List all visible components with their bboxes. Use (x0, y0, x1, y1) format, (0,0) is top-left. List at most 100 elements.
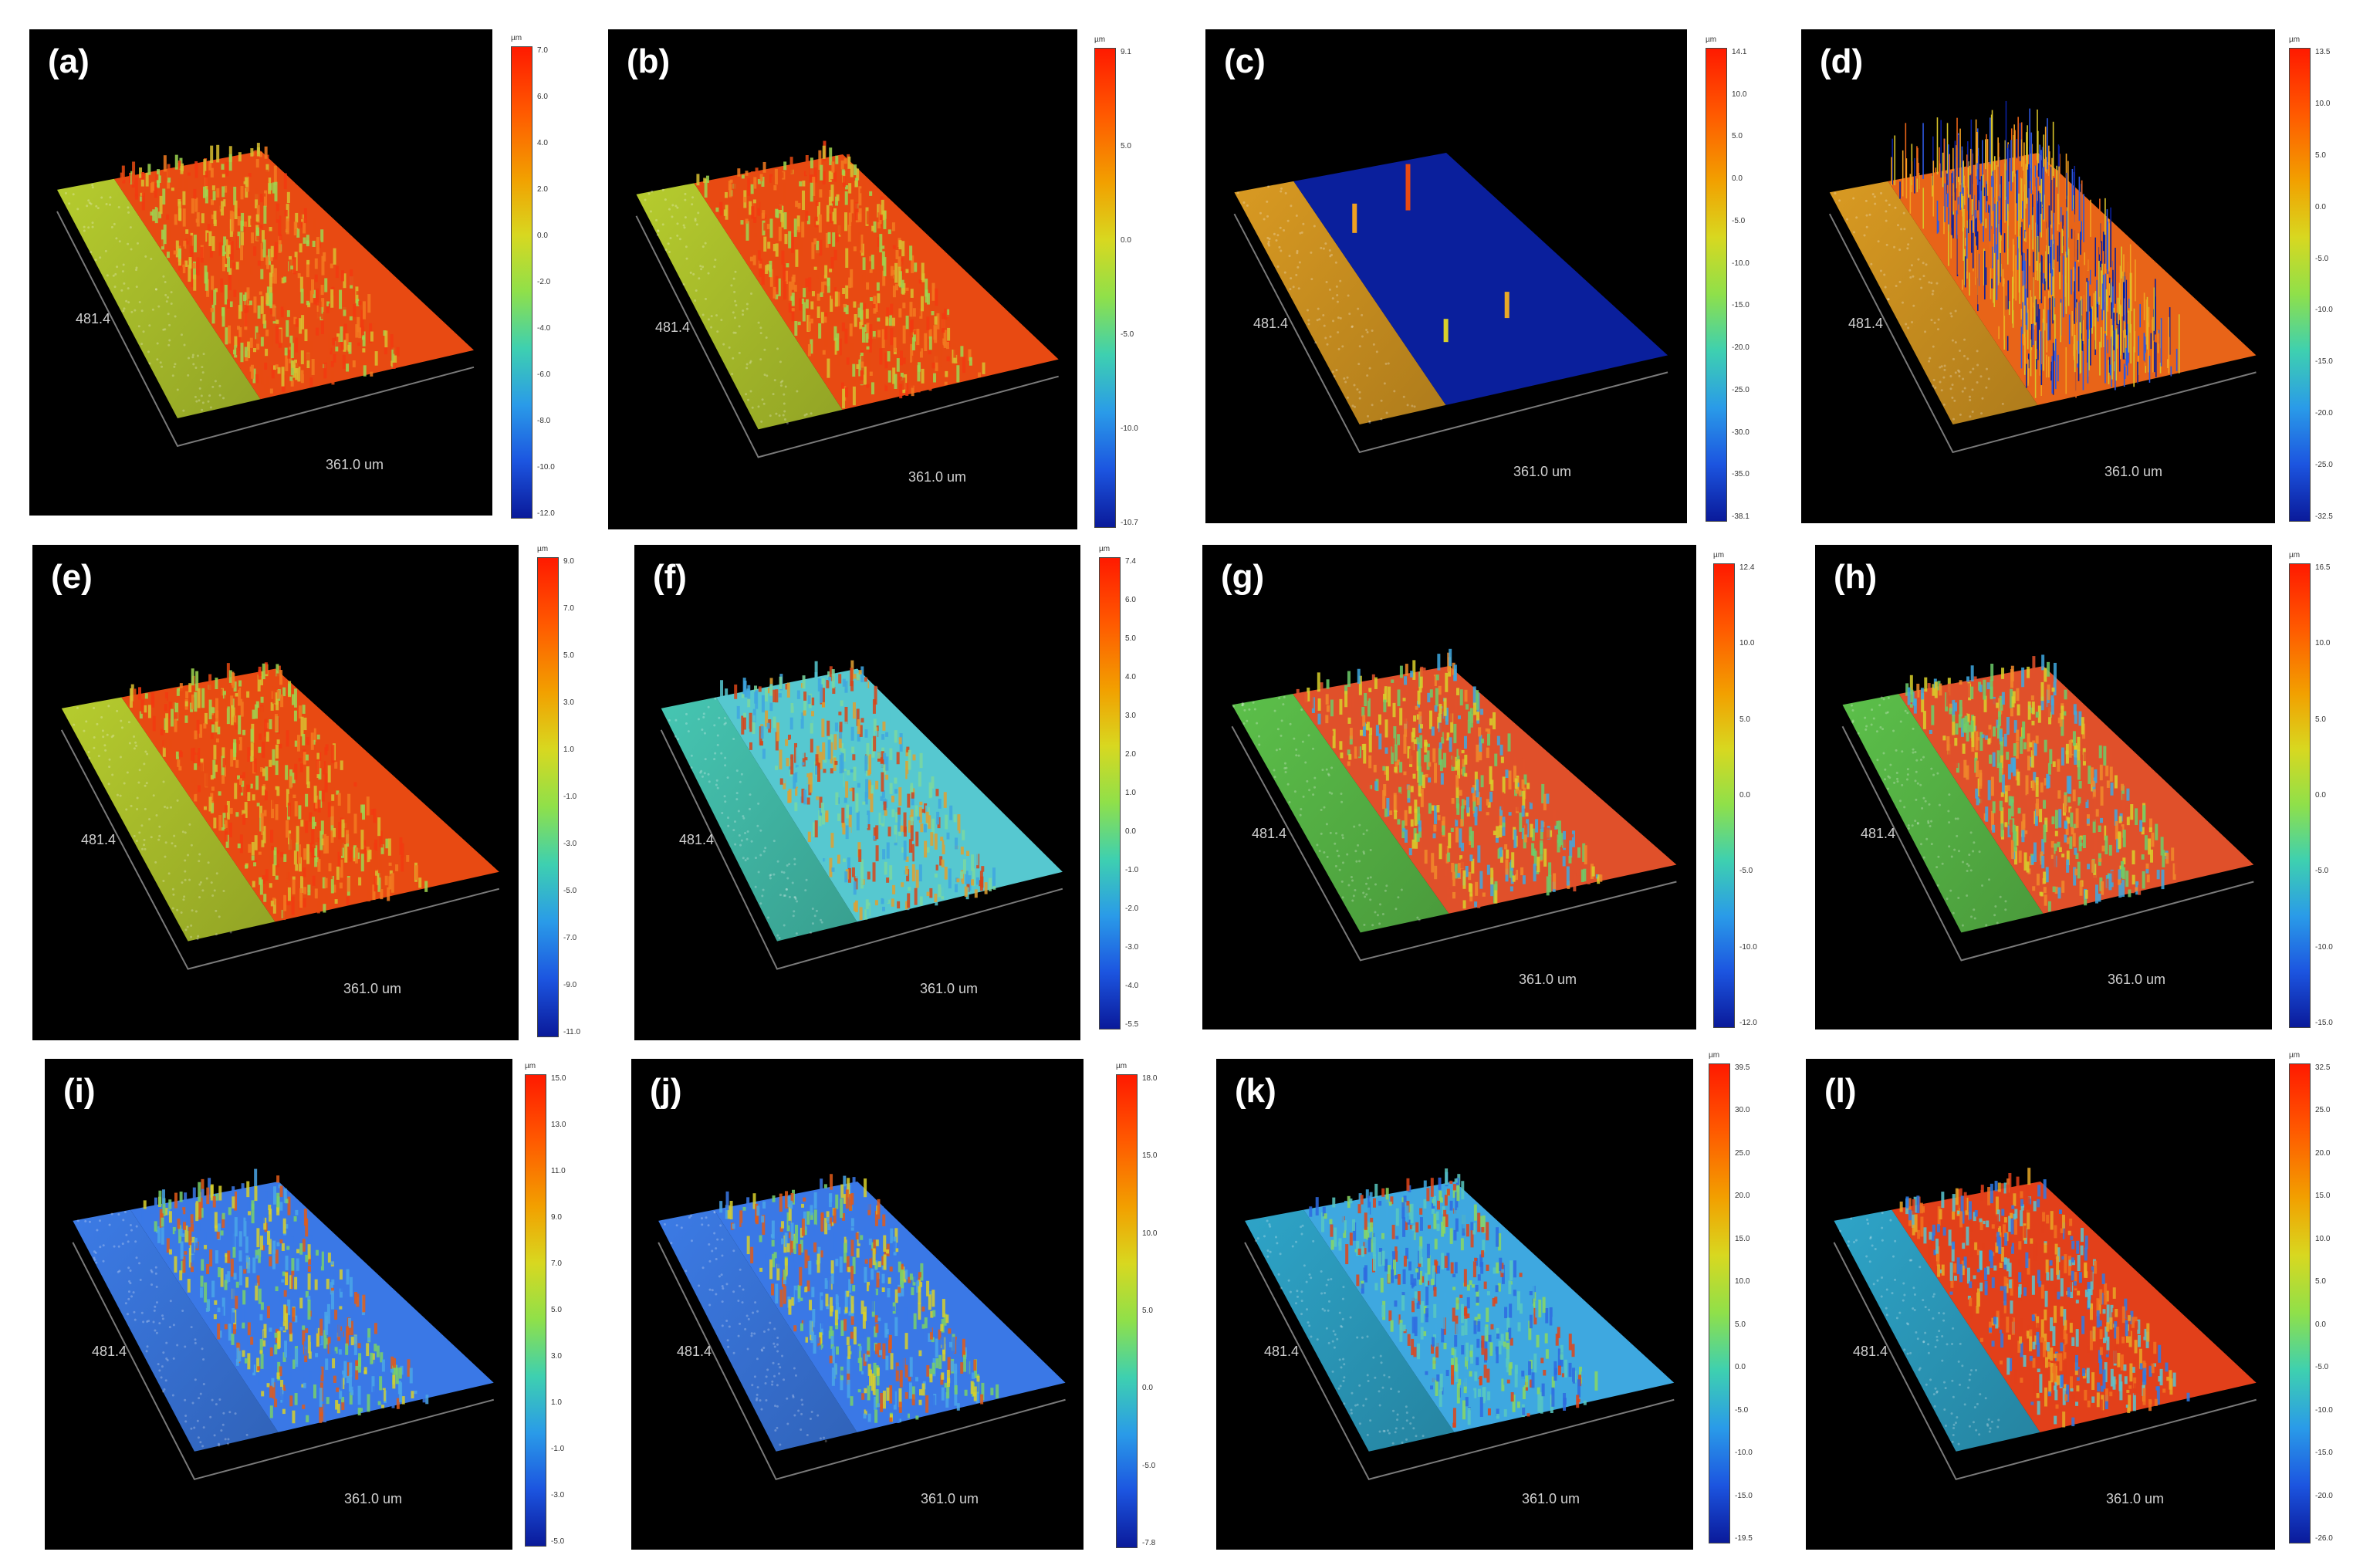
smooth-region (1234, 181, 1446, 424)
axis-frame (1231, 725, 1677, 962)
colorbar-tick-label: -25.0 (2315, 461, 2333, 470)
colorbar-tick-label: 5.0 (2315, 150, 2326, 160)
colorbar-tick-label: -10.0 (2315, 942, 2333, 952)
panel-label: (c) (1224, 42, 1266, 80)
surface-panel: (d) 481.4 361.0 um (1801, 29, 2275, 523)
colorbar-tick-label: 0.0 (1739, 791, 1750, 800)
colorbar-gradient (1706, 48, 1727, 522)
colorbar-gradient (525, 1074, 546, 1547)
colorbar-tick-label: -1.0 (1125, 866, 1139, 874)
x-axis-length-label: 361.0 um (2108, 972, 2166, 987)
colorbar-tick-label: 1.0 (563, 746, 574, 754)
colorbar-tick-label: 9.0 (551, 1213, 562, 1222)
colorbar-tick-label: -5.0 (551, 1537, 565, 1546)
smooth-region (61, 697, 276, 942)
x-axis-length-label: 361.0 um (920, 981, 979, 996)
colorbar-tick-label: 16.5 (2315, 563, 2331, 572)
x-axis-length-label: 361.0 um (2104, 464, 2163, 479)
colorbar-gradient (1709, 1063, 1730, 1543)
colorbar-tick-label: -19.5 (1735, 1534, 1753, 1543)
panel-label: (d) (1820, 42, 1864, 80)
colorbar-tick-label: 7.0 (563, 604, 574, 613)
colorbar-tick-label: -1.0 (551, 1445, 565, 1453)
colorbar-tick-label: 0.0 (1142, 1384, 1153, 1393)
colorbar-tick-label: -12.0 (1739, 1019, 1757, 1027)
colorbar-tick-label: 0.0 (537, 232, 548, 240)
colorbar-tick-label: 12.4 (1739, 563, 1755, 572)
height-colorbar: µm 13.5 10.0 5.0 0.0 -5.0 -10.0 -15.0 -20.0 -25.0… (2289, 36, 2351, 523)
colorbar-tick-label: -10.0 (2315, 306, 2333, 315)
colorbar-tick-label: 0.0 (2315, 202, 2326, 211)
x-axis-length-label: 361.0 um (1522, 1491, 1580, 1506)
colorbar-tick-label: 5.0 (1732, 132, 1743, 141)
y-axis-length-label: 481.4 (1253, 316, 1289, 331)
colorbar-tick-label: 5.0 (563, 651, 574, 660)
colorbar-unit: µm (1713, 551, 1725, 560)
colorbar-tick-label: 10.0 (1735, 1277, 1750, 1286)
colorbar-unit: µm (1706, 36, 1717, 44)
panel-label: (j) (650, 1072, 682, 1110)
surface-panel: (b) 481.4 361.0 um (608, 29, 1077, 529)
textured-region (1293, 153, 1668, 405)
colorbar-tick-label: -10.0 (1739, 942, 1757, 952)
colorbar-tick-label: -6.0 (537, 370, 551, 379)
colorbar-tick-label: -15.0 (2315, 1019, 2333, 1027)
panel-label: (f) (653, 558, 687, 596)
colorbar-tick-label: 6.0 (537, 93, 548, 101)
panel-label: (b) (627, 42, 671, 80)
colorbar-unit: µm (537, 545, 549, 553)
smooth-region (1834, 1209, 2040, 1452)
colorbar-gradient (2289, 1063, 2311, 1543)
colorbar-tick-label: 10.0 (2315, 639, 2331, 648)
colorbar-tick-label: -30.0 (1732, 428, 1750, 437)
colorbar-gradient (537, 557, 559, 1037)
x-axis-length-label: 361.0 um (326, 457, 384, 472)
y-axis-length-label: 481.4 (1252, 826, 1287, 841)
x-axis-length-label: 361.0 um (908, 469, 967, 485)
colorbar-tick-label: -8.0 (537, 417, 551, 425)
axis-frame (660, 729, 1063, 970)
colorbar-unit: µm (511, 34, 522, 42)
colorbar-tick-label: 30.0 (1735, 1106, 1750, 1115)
y-axis-length-label: 481.4 (1853, 1344, 1888, 1359)
colorbar-tick-label: 15.0 (1735, 1234, 1750, 1243)
colorbar-tick-label: 5.0 (1739, 715, 1750, 724)
colorbar-tick-label: -5.0 (2315, 867, 2329, 876)
colorbar-tick-label: 4.0 (1125, 673, 1136, 681)
colorbar-tick-label: -5.0 (1121, 330, 1134, 339)
surface-panel: (k) 481.4 361.0 um (1216, 1059, 1693, 1550)
colorbar-tick-label: 0.0 (1125, 827, 1136, 836)
height-colorbar: µm 9.1 5.0 0.0 -5.0 -10.0 -10.7 (1094, 36, 1156, 529)
colorbar-unit: µm (2289, 1051, 2301, 1060)
colorbar-tick-label: -26.0 (2315, 1534, 2333, 1543)
surface-render (1231, 648, 1677, 962)
x-axis-length-label: 361.0 um (1513, 464, 1572, 479)
height-colorbar: µm 15.0 13.0 11.0 9.0 7.0 5.0 3.0 1.0 -1.0 -3.0 -5.… (525, 1062, 587, 1548)
colorbar-tick-label: -5.0 (1739, 867, 1753, 876)
colorbar-tick-label: -20.0 (2315, 1491, 2333, 1500)
colorbar-tick-label: 5.0 (1142, 1307, 1153, 1315)
surface-render (658, 1174, 1066, 1480)
colorbar-tick-label: 10.0 (1739, 639, 1755, 648)
colorbar-tick-label: 2.0 (1125, 750, 1136, 759)
colorbar-tick-label: 10.0 (1732, 90, 1747, 99)
colorbar-tick-label: -20.0 (1732, 343, 1750, 353)
surface-panel: (i) 481.4 361.0 um (45, 1059, 512, 1550)
colorbar-tick-label: -38.1 (1732, 512, 1750, 521)
y-axis-length-label: 481.4 (92, 1344, 127, 1359)
colorbar-gradient (1713, 563, 1735, 1028)
x-axis-length-label: 361.0 um (344, 1491, 403, 1506)
surface-panel: (g) 481.4 361.0 um (1202, 545, 1696, 1030)
colorbar-tick-label: 2.0 (537, 185, 548, 194)
colorbar-gradient (511, 46, 532, 519)
colorbar-tick-label: 15.0 (2315, 1192, 2331, 1201)
surface-render (1841, 654, 2254, 962)
colorbar-tick-label: 3.0 (551, 1352, 562, 1361)
panel-label: (l) (1824, 1072, 1857, 1110)
y-axis-length-label: 481.4 (1848, 316, 1884, 331)
colorbar-tick-label: -5.0 (2315, 1363, 2329, 1372)
height-colorbar: µm 32.5 25.0 20.0 15.0 10.0 5.0 0.0 -5.0 -10.0 -15… (2289, 1051, 2351, 1545)
colorbar-tick-label: 9.0 (563, 557, 574, 566)
colorbar-tick-label: -10.0 (1121, 424, 1138, 433)
colorbar-tick-label: -4.0 (537, 324, 551, 333)
